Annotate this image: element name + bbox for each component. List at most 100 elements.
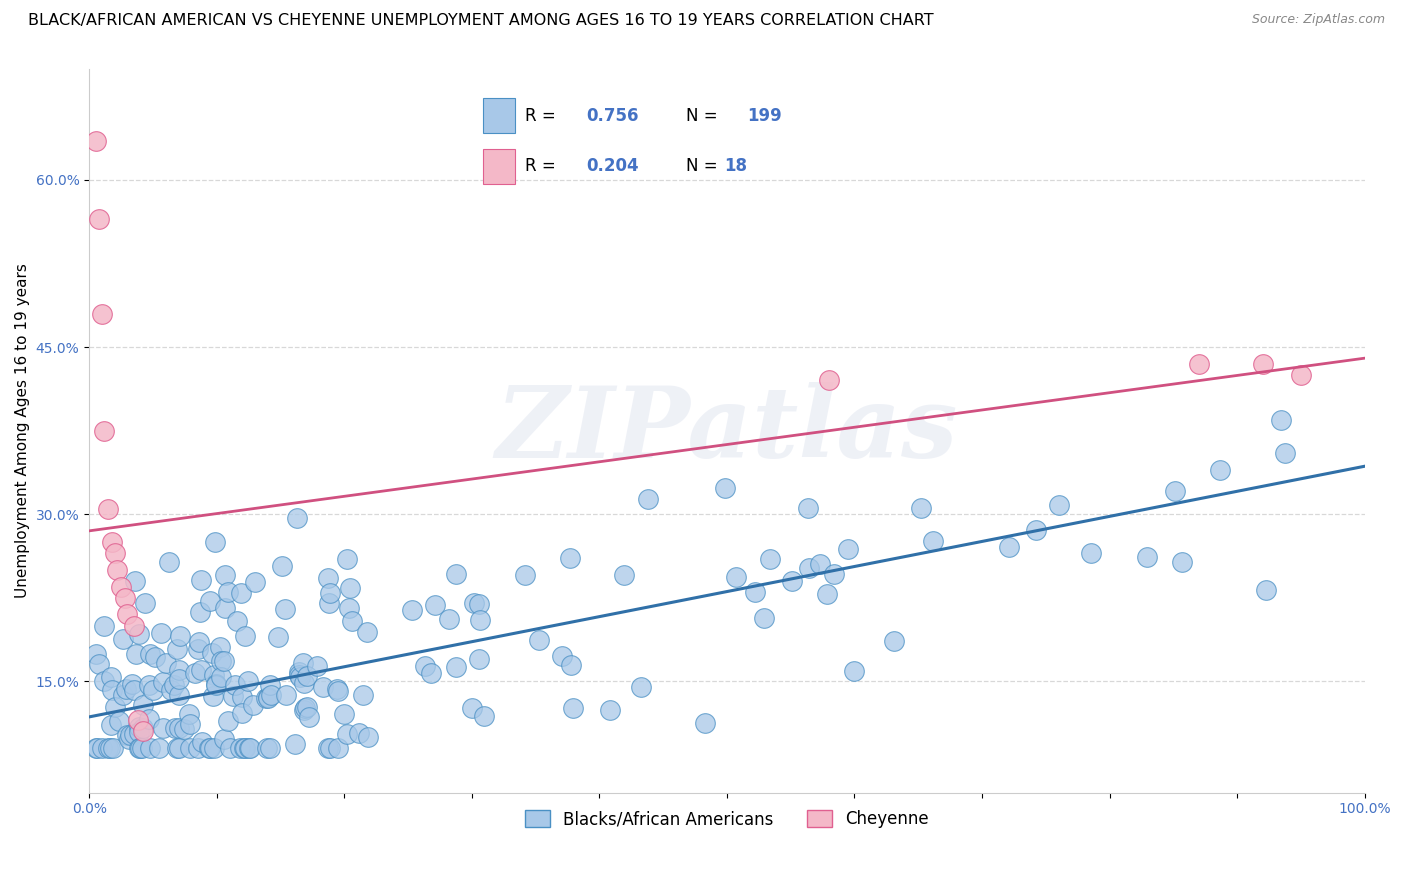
Point bbox=[356, 730, 378, 744]
Point bbox=[463, 597, 485, 611]
Point bbox=[89, 211, 111, 226]
Point bbox=[198, 741, 221, 756]
Point bbox=[100, 718, 122, 732]
Point bbox=[333, 707, 356, 722]
Point bbox=[132, 724, 155, 739]
Point bbox=[815, 587, 838, 601]
Point bbox=[150, 625, 173, 640]
Point bbox=[347, 726, 370, 740]
Point bbox=[613, 567, 636, 582]
Point bbox=[197, 741, 219, 756]
Point bbox=[166, 641, 188, 656]
Text: ZIPatlas: ZIPatlas bbox=[496, 383, 957, 479]
Point bbox=[292, 703, 315, 717]
Point bbox=[823, 566, 845, 581]
Point bbox=[191, 735, 214, 749]
Point bbox=[128, 626, 150, 640]
Point bbox=[120, 728, 142, 742]
Point bbox=[297, 700, 319, 714]
Point bbox=[842, 665, 865, 679]
Point bbox=[319, 586, 342, 600]
Point bbox=[166, 741, 188, 756]
Point bbox=[339, 581, 361, 595]
Text: BLACK/AFRICAN AMERICAN VS CHEYENNE UNEMPLOYMENT AMONG AGES 16 TO 19 YEARS CORREL: BLACK/AFRICAN AMERICAN VS CHEYENNE UNEMP… bbox=[28, 13, 934, 29]
Point bbox=[1080, 546, 1102, 560]
Point bbox=[93, 674, 115, 689]
Point bbox=[187, 741, 209, 756]
Point bbox=[259, 741, 281, 756]
Point bbox=[145, 649, 167, 664]
Point bbox=[104, 699, 127, 714]
Point bbox=[214, 600, 236, 615]
Point bbox=[163, 721, 186, 735]
Point bbox=[202, 668, 225, 682]
Point bbox=[724, 570, 747, 584]
Point bbox=[212, 655, 235, 669]
Point bbox=[312, 680, 335, 694]
Point bbox=[91, 741, 114, 756]
Point bbox=[214, 567, 236, 582]
Point bbox=[1289, 368, 1312, 382]
Point bbox=[209, 655, 232, 669]
Point bbox=[152, 674, 174, 689]
Point bbox=[294, 701, 316, 715]
Point bbox=[238, 741, 260, 756]
Point bbox=[117, 607, 139, 622]
Point bbox=[110, 580, 132, 594]
Point bbox=[188, 605, 211, 619]
Point bbox=[1251, 357, 1274, 371]
Point bbox=[142, 682, 165, 697]
Point bbox=[128, 741, 150, 756]
Point bbox=[84, 741, 107, 756]
Point bbox=[134, 596, 156, 610]
Point bbox=[128, 741, 150, 756]
Point bbox=[200, 594, 222, 608]
Point bbox=[179, 706, 201, 721]
Point bbox=[167, 741, 190, 756]
Point bbox=[254, 691, 277, 706]
Point bbox=[138, 712, 160, 726]
Point bbox=[224, 678, 246, 692]
Point bbox=[101, 682, 124, 697]
Point bbox=[326, 683, 349, 698]
Point bbox=[139, 741, 162, 756]
Point bbox=[90, 307, 112, 321]
Point bbox=[169, 628, 191, 642]
Point bbox=[86, 741, 108, 756]
Point bbox=[637, 492, 659, 507]
Point bbox=[187, 642, 209, 657]
Point bbox=[352, 688, 374, 702]
Point bbox=[256, 741, 278, 756]
Point bbox=[285, 511, 308, 525]
Point bbox=[356, 625, 378, 640]
Point bbox=[420, 665, 443, 680]
Point bbox=[446, 566, 468, 581]
Point bbox=[467, 597, 489, 611]
Point bbox=[316, 571, 339, 585]
Point bbox=[754, 610, 776, 624]
Point bbox=[202, 689, 225, 703]
Point bbox=[336, 551, 359, 566]
Point bbox=[780, 574, 803, 588]
Point bbox=[292, 676, 315, 690]
Point bbox=[190, 663, 212, 677]
Point bbox=[131, 721, 153, 735]
Point bbox=[336, 727, 359, 741]
Point bbox=[1164, 484, 1187, 499]
Point bbox=[204, 677, 226, 691]
Point bbox=[818, 374, 841, 388]
Point bbox=[84, 134, 107, 148]
Point bbox=[328, 741, 350, 756]
Point bbox=[112, 688, 135, 702]
Point bbox=[758, 551, 780, 566]
Point bbox=[104, 546, 127, 560]
Point bbox=[808, 557, 831, 571]
Point bbox=[259, 678, 281, 692]
Point bbox=[910, 500, 932, 515]
Point bbox=[291, 656, 314, 670]
Point bbox=[159, 682, 181, 697]
Point bbox=[921, 533, 943, 548]
Point bbox=[551, 648, 574, 663]
Point bbox=[318, 596, 340, 610]
Point bbox=[114, 591, 136, 605]
